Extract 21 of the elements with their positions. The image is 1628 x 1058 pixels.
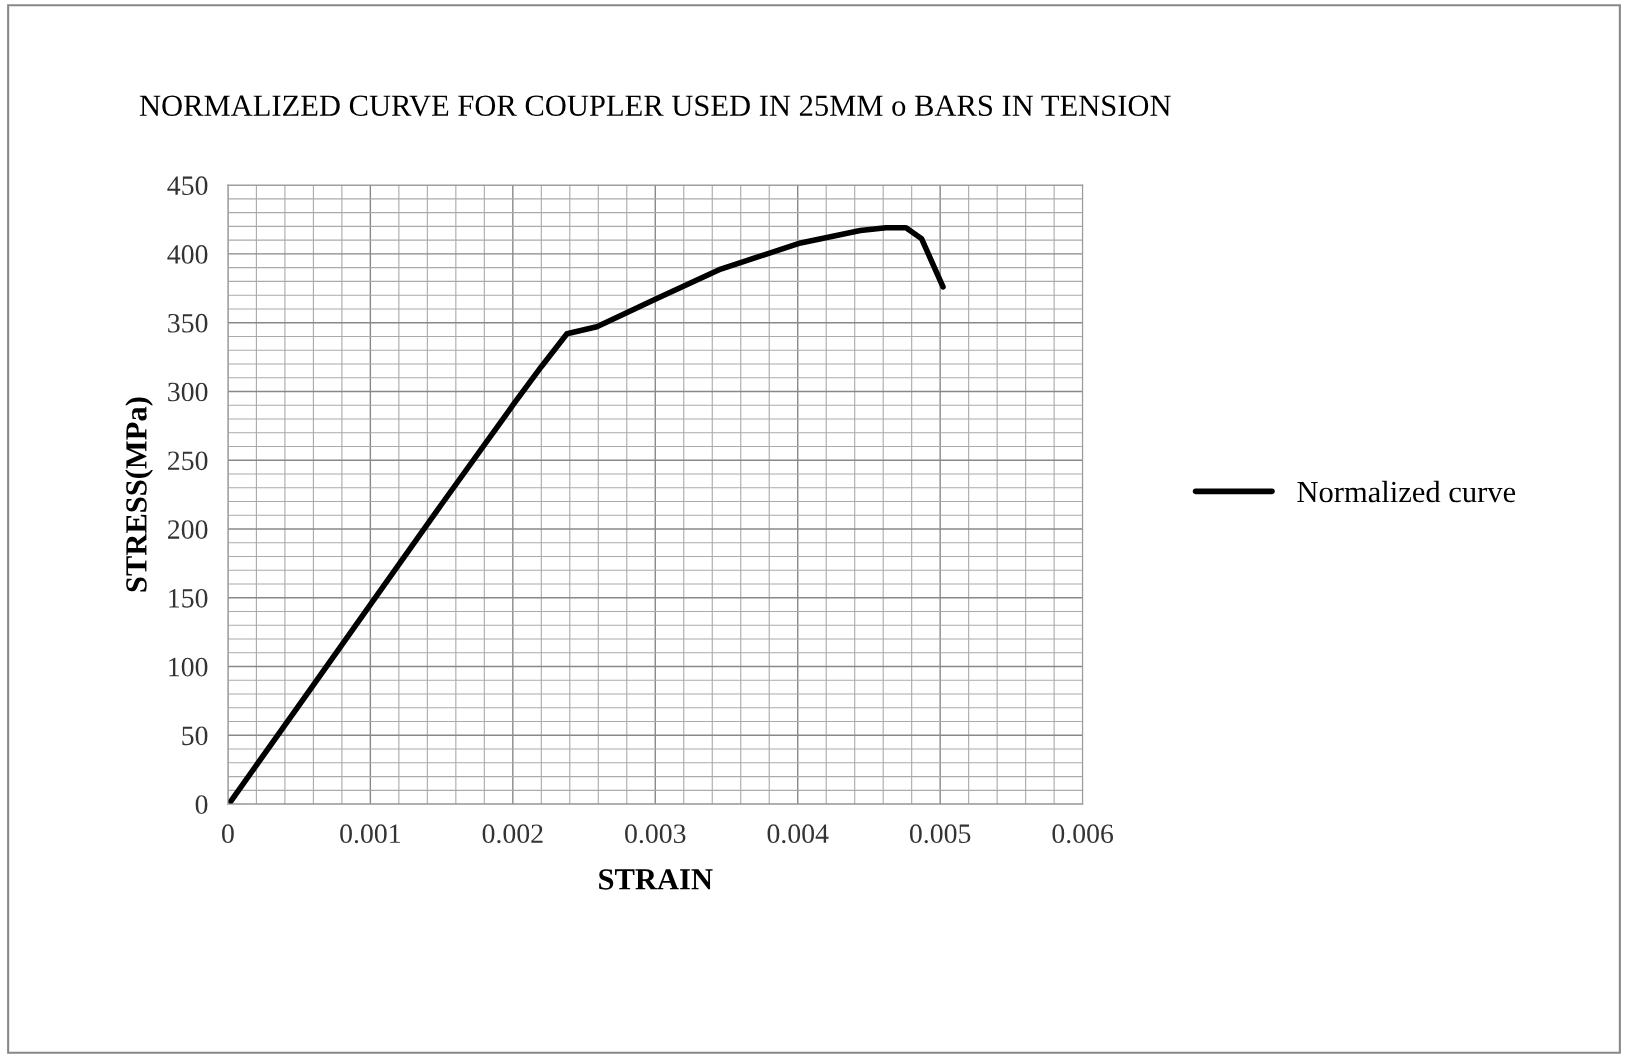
y-tick-label: 400	[167, 245, 208, 264]
x-tick-label: 0.003	[625, 824, 686, 844]
y-tick-label: 200	[168, 520, 208, 539]
x-tick-label: 0	[222, 824, 234, 844]
x-tick-label: 0.004	[767, 824, 829, 844]
x-axis-title: STRAIN	[599, 869, 713, 890]
y-tick-label: 450	[167, 176, 208, 196]
y-tick-label: 350	[168, 313, 208, 333]
y-tick-label: 250	[168, 451, 208, 471]
y-tick-label: 300	[168, 382, 208, 402]
x-tick-label: 0.006	[1052, 824, 1114, 844]
y-tick-label: 100	[169, 657, 208, 677]
legend-label: Normalized curve	[1297, 480, 1516, 503]
y-tick-label: 150	[169, 588, 208, 608]
x-tick-label: 0.002	[482, 824, 543, 844]
y-axis-title: STRESS(MPa)	[125, 397, 153, 592]
x-tick-label: 0.005	[909, 824, 971, 844]
y-tick-label: 50	[182, 726, 208, 746]
x-tick-label: 0.001	[340, 824, 400, 844]
y-tick-label: 0	[195, 795, 208, 814]
chart-title: NORMALIZED CURVE FOR COUPLER USED IN 25MM o BARS IN TENSION	[139, 95, 1171, 117]
